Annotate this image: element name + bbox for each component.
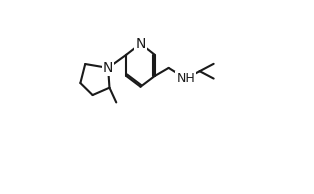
Text: NH: NH	[176, 72, 195, 85]
Text: N: N	[103, 61, 113, 75]
Text: N: N	[135, 37, 146, 51]
